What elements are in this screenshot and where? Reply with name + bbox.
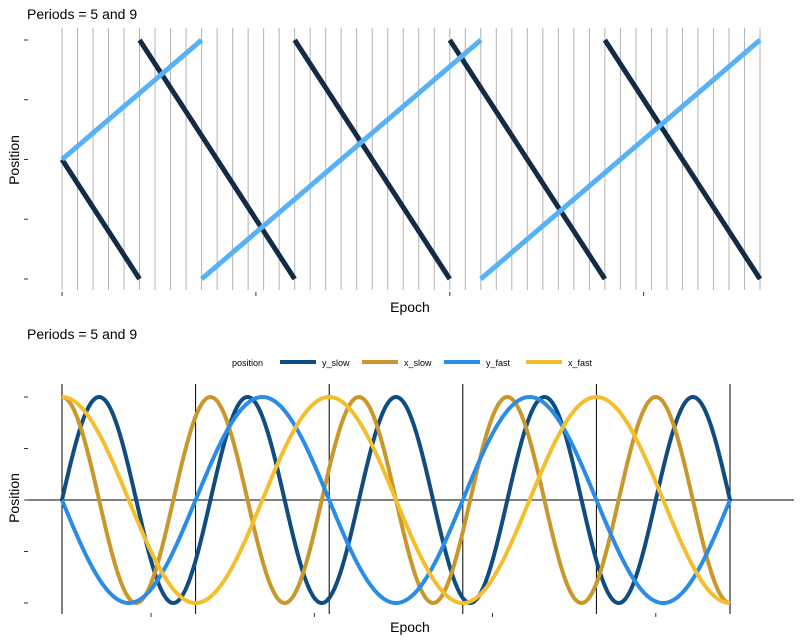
x-axis-label: Epoch [390,299,430,315]
legend-label: y_fast [486,358,511,368]
series-x_fast [61,395,731,605]
legend-label: x_slow [404,358,432,368]
legend-title: position [232,358,263,368]
legend-item-x_slow: x_slow [362,358,432,368]
legend: position y_slow x_slow y_fast x_fast [232,358,593,368]
series-y_slow [60,395,732,605]
legend-item-y_fast: y_fast [444,358,511,368]
axis-ticks [24,39,645,296]
y-axis-label: Position [6,473,22,523]
chart-title: Periods = 5 and 9 [27,6,137,22]
series-slow-segment [292,38,452,281]
legend-item-y_slow: y_slow [280,358,350,368]
series-slow-segment [602,38,763,281]
series-slow-segment [447,38,607,281]
legend-label: x_fast [568,358,593,368]
vertical-gridlines [61,28,761,290]
legend-item-x_fast: x_fast [526,358,593,368]
series-fast-segment [479,38,762,281]
series-fast-segment [199,38,483,281]
series-y_fast [60,395,732,605]
x-axis-label: Epoch [390,619,430,635]
axis-ticks [24,396,657,617]
chart-bottom: Periods = 5 and 9 Position Epoch positio… [6,326,794,635]
series-lines [59,38,763,281]
vertical-lines [28,384,794,614]
chart-title: Periods = 5 and 9 [27,326,137,342]
y-axis-label: Position [6,135,22,185]
series-lines [60,395,732,605]
series-fast-segment [60,38,204,162]
series-slow-segment [137,38,297,281]
series-slow-segment [59,158,142,281]
legend-label: y_slow [322,358,350,368]
chart-top: Periods = 5 and 9 Position Epoch [6,6,763,315]
